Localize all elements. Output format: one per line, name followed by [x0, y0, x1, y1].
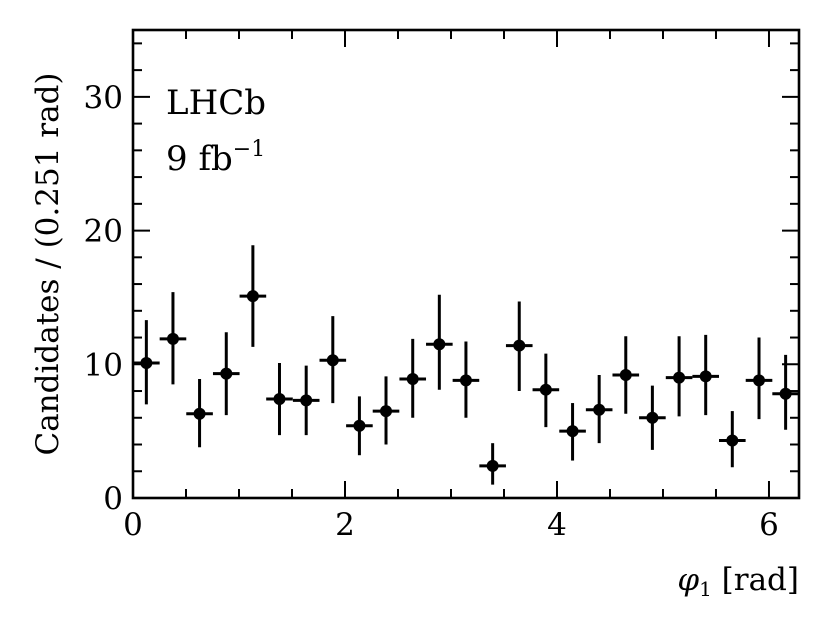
data-marker: [353, 419, 366, 432]
data-point: [612, 336, 640, 414]
x-axis-label-symbol: φ: [677, 562, 699, 598]
x-axis-label-subscript: 1: [699, 577, 712, 601]
data-marker: [273, 393, 286, 406]
data-point: [452, 341, 480, 418]
data-point: [505, 301, 533, 392]
luminosity-exponent: −1: [233, 137, 265, 162]
data-marker: [779, 387, 792, 400]
data-marker: [193, 407, 206, 420]
data-marker: [566, 425, 579, 438]
data-point: [745, 337, 773, 420]
data-marker: [753, 374, 766, 387]
data-point: [532, 353, 560, 428]
luminosity-label: 9 fb−1: [166, 137, 265, 179]
x-axis-label-unit: [rad]: [712, 562, 799, 598]
data-marker: [619, 368, 632, 381]
data-point: [212, 332, 240, 416]
data-marker: [646, 411, 659, 424]
data-point: [479, 443, 506, 485]
data-point: [639, 385, 666, 450]
data-marker: [406, 372, 419, 385]
axis-ticks: [132, 30, 799, 499]
data-point: [346, 396, 373, 456]
data-marker: [593, 403, 606, 416]
data-point: [719, 411, 746, 468]
data-marker: [166, 332, 179, 345]
data-point: [772, 354, 799, 430]
data-marker: [726, 434, 739, 447]
data-marker: [300, 394, 313, 407]
data-point: [399, 338, 427, 418]
data-point: [239, 245, 267, 347]
data-point: [133, 320, 160, 405]
x-tick-label: 4: [547, 507, 567, 543]
data-point: [159, 292, 187, 385]
data-marker: [513, 339, 526, 352]
data-marker: [380, 405, 393, 418]
data-marker: [140, 356, 153, 369]
tick-labels: 0 2 4 6 0 10 20 30: [84, 80, 779, 543]
x-tick-label: 2: [335, 507, 355, 543]
data-point: [266, 362, 293, 436]
y-tick-label: 20: [84, 214, 123, 250]
plot-frame: [131, 28, 801, 500]
data-point: [426, 294, 453, 390]
data-point: [585, 374, 613, 444]
data-points: [133, 245, 799, 485]
data-marker: [699, 370, 712, 383]
data-point: [665, 336, 693, 417]
data-marker: [486, 459, 499, 472]
data-point: [692, 334, 720, 416]
data-marker: [459, 374, 472, 387]
data-marker: [433, 338, 446, 351]
x-tick-label: 6: [759, 507, 779, 543]
data-marker: [246, 290, 259, 303]
experiment-label: LHCb: [166, 83, 266, 123]
x-tick-label: 0: [123, 507, 143, 543]
y-tick-label: 30: [84, 80, 123, 116]
y-axis-label: Candidates / (0.251 rad): [30, 72, 66, 455]
data-marker: [539, 383, 552, 396]
y-tick-label: 10: [84, 347, 123, 383]
data-point: [559, 403, 586, 461]
data-point: [292, 365, 320, 436]
data-marker: [673, 371, 686, 384]
data-point: [372, 376, 400, 445]
data-point: [319, 316, 347, 404]
data-marker: [220, 367, 233, 380]
data-marker: [326, 354, 339, 367]
x-axis-label: φ1 [rad]: [677, 562, 799, 601]
y-tick-label: 0: [103, 481, 123, 517]
data-point: [186, 378, 213, 448]
luminosity-value: 9 fb: [166, 139, 233, 179]
